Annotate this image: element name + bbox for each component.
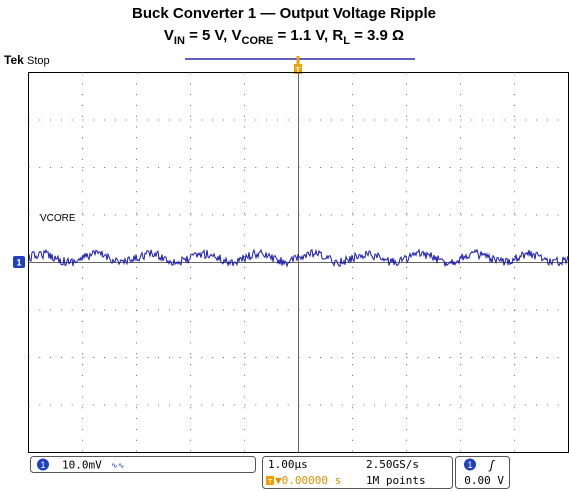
subtitle-part: L [343,35,350,47]
timebase-box [262,456,453,489]
trigger-channel: 1 [467,460,472,470]
trigger-pos-icon [266,476,274,485]
graticule [28,72,569,453]
trigger-slope: ʃ [488,458,495,472]
channel-icon [37,458,49,471]
channel-marker-label: 1 [16,258,21,268]
subtitle-part: CORE [242,35,274,47]
waveform [28,248,569,268]
state: Stop [27,55,50,67]
subtitle: VIN = 5 V, VCORE = 1.1 V, RL = 3.9 Ω [164,27,404,47]
trigger-level: 0.00 V [464,474,504,487]
channel-icon-label: 1 [40,460,45,470]
timebase: 1.00µs [268,458,308,471]
bandwidth-icon: ∿∿ [111,461,124,470]
trigger-channel-icon [464,458,476,471]
channel-marker [13,256,25,268]
trigger-pos-marker [294,64,302,74]
trigger-pos-label: T [296,66,301,75]
trigger-pos-icon-label: T [268,479,273,486]
subtitle-part: = 5 V, V [185,27,242,44]
trace-label: VCORE [40,213,76,224]
sample-rate: 2.50GS/s [366,458,419,471]
brand: Tek [4,53,24,67]
trigger-position: ▼0.00000 s [275,474,341,487]
subtitle-part: = 3.9 Ω [350,27,404,44]
title: Buck Converter 1 — Output Voltage Ripple [132,5,436,22]
subtitle-part: IN [174,35,185,47]
subtitle-part: V [164,27,174,44]
channel-scale: 10.0mV [62,459,102,472]
subtitle-part: = 1.1 V, R [273,27,343,44]
record-length: 1M points [366,474,426,487]
channel-box [30,456,256,473]
